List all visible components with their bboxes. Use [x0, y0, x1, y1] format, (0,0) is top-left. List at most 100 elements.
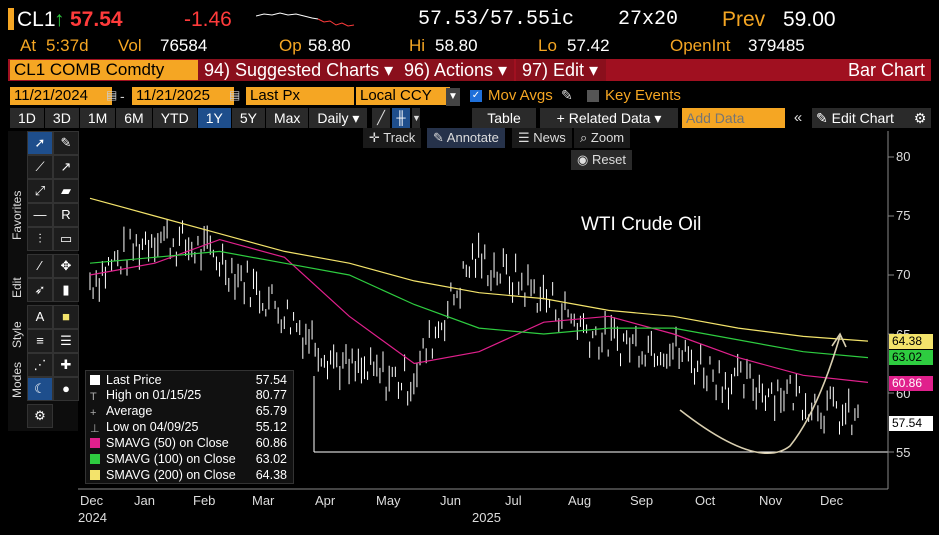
interval-select[interactable]: Daily ▾	[309, 108, 368, 128]
gear-icon[interactable]: ⚙	[27, 404, 53, 428]
prev-label: Prev	[722, 8, 766, 31]
add-data-input[interactable]	[682, 108, 785, 128]
tab-ytd[interactable]: YTD	[152, 108, 197, 128]
calendar-icon[interactable]: ▤	[106, 88, 118, 102]
crosshair-icon: ✛	[369, 130, 384, 145]
trendline-icon[interactable]: ⟋	[27, 155, 53, 179]
key-events-label[interactable]: Key Events	[605, 87, 681, 104]
pen-tool-icon[interactable]: ✎	[53, 131, 79, 155]
low-marker-icon: ⊥	[90, 423, 100, 435]
rectangle-icon[interactable]: ▭	[53, 227, 79, 251]
tab-1m[interactable]: 1M	[79, 108, 116, 128]
crosshair-icon[interactable]: ✚	[53, 353, 79, 377]
legend-value: 55.12	[255, 420, 287, 434]
line-style-icon[interactable]: ≡	[27, 329, 53, 353]
currency-select[interactable]: Local CCY	[356, 87, 450, 105]
sma100-price-tag: 63.02	[889, 350, 933, 365]
tab-3d[interactable]: 3D	[44, 108, 79, 128]
line-width-icon[interactable]: ☰	[53, 329, 79, 353]
favorites-label[interactable]: Favorites	[10, 190, 24, 240]
mov-avgs-checkbox[interactable]: ✓	[470, 90, 482, 102]
fill-color-icon[interactable]: ■	[53, 305, 79, 329]
annotation-text[interactable]: WTI Crude Oil	[581, 214, 702, 235]
ray-icon[interactable]: ↗	[53, 155, 79, 179]
annotate-button[interactable]: ✎ Annotate	[427, 128, 505, 148]
tab-max[interactable]: Max	[265, 108, 309, 128]
edit-side-label[interactable]: Edit	[10, 277, 24, 298]
brush-icon[interactable]: ⁄	[27, 254, 53, 278]
legend-value: 80.77	[255, 388, 287, 402]
zoom-button[interactable]: ⌕ Zoom	[574, 128, 631, 148]
font-icon[interactable]: A	[27, 305, 53, 329]
chevron-down-icon[interactable]: ▼	[446, 88, 460, 106]
time-value: 5:37d	[46, 36, 89, 55]
bid-ask-size: 27x20	[618, 8, 679, 31]
tab-5y[interactable]: 5Y	[231, 108, 265, 128]
chevron-down-icon[interactable]: ▼	[412, 108, 421, 128]
high-marker-icon: T	[90, 391, 97, 403]
legend-row-sma200: SMAVG (200) on Close 64.38	[90, 468, 289, 483]
price-chart[interactable]	[78, 131, 938, 531]
fibonacci-icon[interactable]: ⫶	[27, 227, 53, 251]
gear-icon[interactable]: ⚙	[909, 108, 931, 128]
edit-chart-label: Edit Chart	[831, 110, 894, 126]
low-label: Lo	[538, 36, 557, 55]
legend-swatch	[90, 470, 100, 480]
legend-value: 64.38	[255, 468, 287, 482]
x-tick: Nov	[759, 493, 783, 508]
calendar-icon[interactable]: ▤	[229, 88, 241, 102]
mode-icon[interactable]: ☾	[27, 377, 53, 401]
suggested-charts-menu[interactable]: 94) Suggested Charts ▾	[198, 59, 400, 81]
tab-1d[interactable]: 1D	[10, 108, 44, 128]
tab-6m[interactable]: 6M	[116, 108, 152, 128]
line-chart-icon[interactable]: ╱	[372, 108, 390, 128]
tab-1y[interactable]: 1Y	[197, 108, 231, 128]
style-side-label[interactable]: Style	[10, 321, 24, 348]
actions-menu[interactable]: 96) Actions ▾	[398, 59, 514, 81]
bid-ask: 57.53/57.55ic	[418, 8, 575, 31]
x-year-label: 2025	[472, 510, 501, 525]
legend-label: SMAVG (200) on Close	[106, 468, 236, 482]
reset-button[interactable]: ◉ Reset	[571, 150, 632, 170]
magnet-icon[interactable]: ⋰	[27, 353, 53, 377]
x-tick: Jun	[440, 493, 461, 508]
legend-label: Average	[106, 404, 153, 418]
channel-icon[interactable]: ▰	[53, 179, 79, 203]
bar-chart-icon[interactable]: ╫	[392, 108, 410, 128]
chart-legend: Last Price 57.54 T High on 01/15/25 80.77 +…	[85, 370, 294, 484]
chart-type-label[interactable]: Bar Chart	[847, 60, 925, 80]
field-select[interactable]: Last Px	[246, 87, 354, 105]
track-button[interactable]: ✛ Track	[363, 128, 422, 148]
pointer-icon[interactable]: ➶	[27, 278, 53, 302]
legend-label: Last Price	[106, 373, 162, 387]
text-tool-icon[interactable]: R	[53, 203, 79, 227]
horizontal-line-icon[interactable]: —	[27, 203, 53, 227]
table-button[interactable]: Table	[472, 108, 536, 128]
security-field[interactable]: CL1 COMB Comdty	[10, 60, 199, 80]
reset-label: Reset	[591, 152, 626, 167]
start-date-field[interactable]: 11/21/2024	[10, 87, 112, 105]
modes-side-label[interactable]: Modes	[10, 361, 24, 398]
edit-menu[interactable]: 97) Edit ▾	[516, 59, 606, 81]
pencil-icon: ✎	[816, 110, 832, 126]
edit-chart-button[interactable]: ✎ Edit Chart	[812, 108, 911, 128]
select-cursor-icon[interactable]: ➚	[27, 131, 53, 155]
track-label: Track	[383, 130, 416, 145]
related-data-button[interactable]: + Related Data ▾	[540, 108, 678, 128]
palette-icon[interactable]: ●	[53, 377, 79, 401]
moving-average-line	[89, 250, 869, 359]
end-date-field[interactable]: 11/21/2025	[132, 87, 234, 105]
collapse-icon[interactable]: «	[793, 109, 803, 126]
ticker-marker	[8, 8, 14, 30]
news-button[interactable]: ☰ News	[512, 128, 572, 148]
projection-arrow-head	[831, 332, 847, 348]
trash-icon[interactable]: ▮	[53, 278, 79, 302]
mov-avgs-label[interactable]: Mov Avgs	[488, 87, 553, 104]
arrow-line-icon[interactable]: ⤢	[27, 179, 53, 203]
key-events-checkbox[interactable]	[587, 90, 599, 102]
legend-value: 60.86	[255, 436, 287, 450]
vol-value: 76584	[160, 36, 208, 55]
pencil-icon[interactable]: ✎	[561, 87, 573, 103]
legend-swatch	[90, 438, 100, 448]
move-icon[interactable]: ✥	[53, 254, 79, 278]
